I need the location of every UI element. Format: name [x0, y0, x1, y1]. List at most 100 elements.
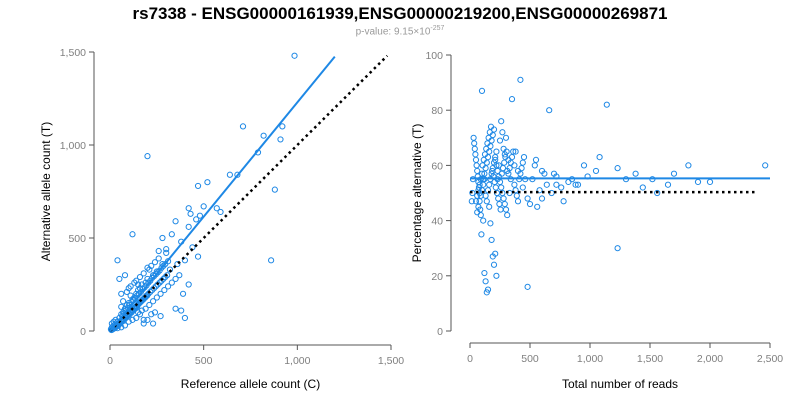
percentage-data-point [664, 181, 672, 188]
percentage-data-point [508, 96, 516, 103]
chart-title: rs7338 - ENSG00000161939,ENSG00000219200… [132, 4, 668, 23]
percentage-data-point [532, 156, 540, 163]
counts-data-point [127, 283, 134, 290]
counts-data-point [144, 264, 151, 271]
percentage-data-point [502, 134, 510, 141]
counts-data-point [138, 307, 145, 314]
counts-reference-line [109, 54, 389, 332]
percentage-data-point [511, 181, 518, 188]
percentage-data-point [490, 261, 498, 268]
p-value-subtitle: p-value: 9.15×10-257 [0, 25, 800, 37]
counts-data-point [131, 279, 138, 286]
percentage-data-point [498, 170, 505, 177]
counts-x-tick-label: 500 [195, 355, 213, 367]
percentage-data-point [474, 167, 481, 175]
counts-data-point [163, 246, 170, 253]
counts-data-point [146, 266, 153, 273]
percentage-data-point [538, 167, 546, 175]
p-value-exponent: -257 [430, 25, 445, 32]
percentage-data-point [513, 192, 520, 199]
percentage-x-tick-label: 500 [521, 353, 539, 365]
counts-y-tick-label: 1,000 [60, 140, 86, 152]
percentage-data-point [473, 162, 480, 169]
counts-data-point [181, 314, 189, 322]
p-value-text: p-value: 9.15×10 [355, 26, 431, 38]
percentage-data-point [614, 165, 621, 172]
percentage-data-point [596, 154, 603, 161]
counts-y-axis-label: Alternative allele count (T) [39, 122, 53, 261]
counts-data-point [172, 218, 179, 225]
counts-data-point [159, 234, 166, 242]
percentage-data-point [558, 184, 565, 191]
percentage-data-point [472, 151, 479, 158]
counts-data-point [185, 281, 192, 288]
percentage-x-tick-label: 1,000 [577, 353, 603, 365]
percentage-data-point [493, 148, 500, 155]
percentage-data-point [512, 148, 519, 155]
percentage-data-point [495, 162, 502, 169]
panel-counts: 0 500 1,000 1,500 0 500 1,000 1,500 Reference al… [39, 47, 404, 391]
counts-data-point [213, 205, 220, 212]
percentage-data-point [706, 178, 714, 186]
percentage-data-point [472, 156, 480, 163]
counts-y-tick-label: 1,500 [60, 47, 86, 59]
percentage-data-point [493, 272, 500, 279]
percentage-data-point [485, 134, 492, 141]
percentage-data-point [479, 162, 486, 169]
percentage-data-point [510, 148, 517, 155]
percentage-data-point [476, 181, 483, 188]
counts-data-point [149, 320, 157, 327]
counts-data-point [136, 311, 144, 318]
percentage-data-point [477, 211, 484, 219]
counts-data-point [129, 316, 136, 323]
percentage-data-point [474, 209, 481, 216]
percentage-data-point [481, 269, 488, 277]
counts-data-point [146, 301, 153, 309]
percentage-data-point [498, 184, 505, 191]
counts-data-point [185, 205, 192, 212]
percentage-data-point [762, 162, 769, 169]
counts-data-point [291, 52, 298, 59]
counts-data-point [196, 212, 204, 219]
counts-data-point [268, 257, 275, 264]
counts-data-point [125, 318, 132, 325]
counts-data-point [118, 324, 125, 331]
counts-x-axis-label: Reference allele count (C) [181, 377, 320, 391]
percentage-data-point [514, 198, 522, 205]
counts-data-point [135, 281, 142, 288]
percentage-data-point [654, 189, 661, 197]
percentage-data-point [565, 178, 572, 186]
percentage-data-point [488, 170, 495, 177]
percentage-data-point [685, 162, 692, 169]
percentage-data-point [517, 170, 524, 177]
percentage-data-point [489, 165, 496, 172]
panel-percentage: 0 500 1,000 1,500 2,000 2,500 0 20 40 60 80 100 Tota… [410, 50, 783, 391]
counts-data-point [178, 307, 185, 314]
counts-data-point [114, 325, 121, 332]
counts-data-point [151, 259, 159, 266]
percentage-data-point [639, 184, 646, 191]
percentage-data-point [572, 181, 579, 188]
counts-data-point [172, 305, 179, 312]
counts-data-point [200, 203, 207, 210]
percentage-data-point [480, 217, 487, 224]
percentage-data-point [503, 148, 510, 155]
percentage-x-tick-label: 2,500 [757, 353, 783, 365]
counts-data-point [125, 285, 132, 292]
counts-data-point [239, 123, 247, 130]
counts-x-tick-label: 0 [107, 355, 113, 367]
counts-data-point [193, 216, 200, 223]
percentage-data-point [520, 154, 528, 161]
counts-data-point [133, 314, 140, 322]
counts-data-point [179, 290, 187, 297]
counts-data-point [164, 283, 172, 290]
counts-data-point [142, 293, 150, 300]
counts-data-point [194, 182, 202, 190]
percentage-data-point [501, 159, 508, 166]
counts-data-point [123, 288, 130, 296]
counts-data-point [121, 272, 129, 279]
counts-data-point [144, 316, 151, 323]
percentage-data-point [480, 181, 487, 188]
percentage-data-point [486, 129, 493, 136]
percentage-data-point [603, 101, 610, 108]
